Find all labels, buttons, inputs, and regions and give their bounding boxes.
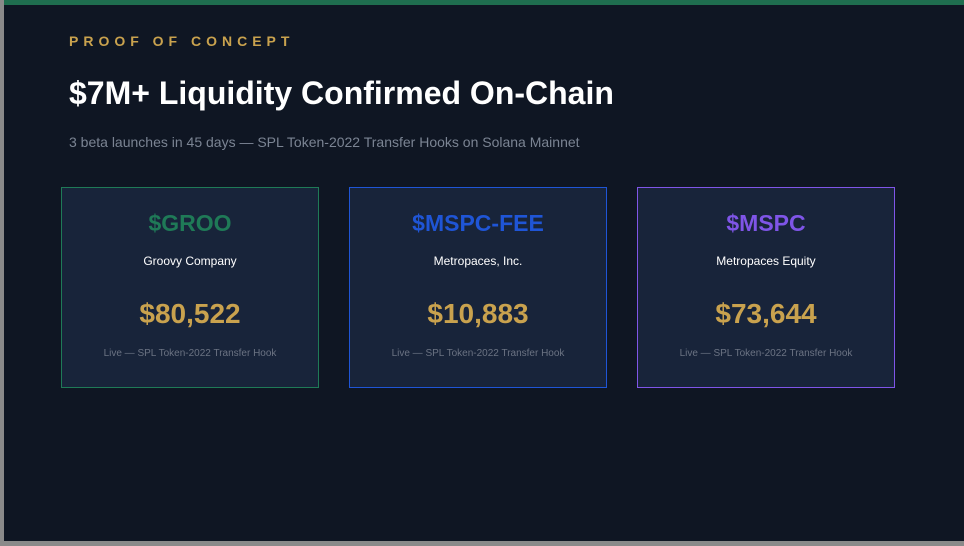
token-ticker: $GROO bbox=[148, 210, 232, 236]
token-card-mspc-fee: $MSPC-FEE Metropaces, Inc. $10,883 Live … bbox=[349, 187, 607, 388]
token-status: Live — SPL Token-2022 Transfer Hook bbox=[679, 348, 853, 359]
slide-title: $7M+ Liquidity Confirmed On-Chain bbox=[69, 75, 614, 111]
token-liquidity-amount: $10,883 bbox=[427, 298, 529, 329]
token-ticker: $MSPC-FEE bbox=[412, 210, 544, 236]
slide-subtitle: 3 beta launches in 45 days — SPL Token-2… bbox=[69, 134, 580, 150]
token-status: Live — SPL Token-2022 Transfer Hook bbox=[103, 348, 277, 359]
token-company: Metropaces Equity bbox=[716, 254, 816, 268]
token-company: Groovy Company bbox=[143, 254, 237, 268]
token-card-mspc: $MSPC Metropaces Equity $73,644 Live — S… bbox=[637, 187, 895, 388]
token-liquidity-amount: $80,522 bbox=[139, 298, 241, 329]
top-accent-bar bbox=[4, 0, 964, 5]
token-company: Metropaces, Inc. bbox=[433, 254, 523, 268]
token-ticker: $MSPC bbox=[726, 210, 806, 236]
eyebrow-label: PROOF OF CONCEPT bbox=[69, 33, 295, 49]
slide: PROOF OF CONCEPT $7M+ Liquidity Confirme… bbox=[4, 0, 964, 541]
token-liquidity-amount: $73,644 bbox=[715, 298, 817, 329]
token-card-groo: $GROO Groovy Company $80,522 Live — SPL … bbox=[61, 187, 319, 388]
token-status: Live — SPL Token-2022 Transfer Hook bbox=[391, 348, 565, 359]
